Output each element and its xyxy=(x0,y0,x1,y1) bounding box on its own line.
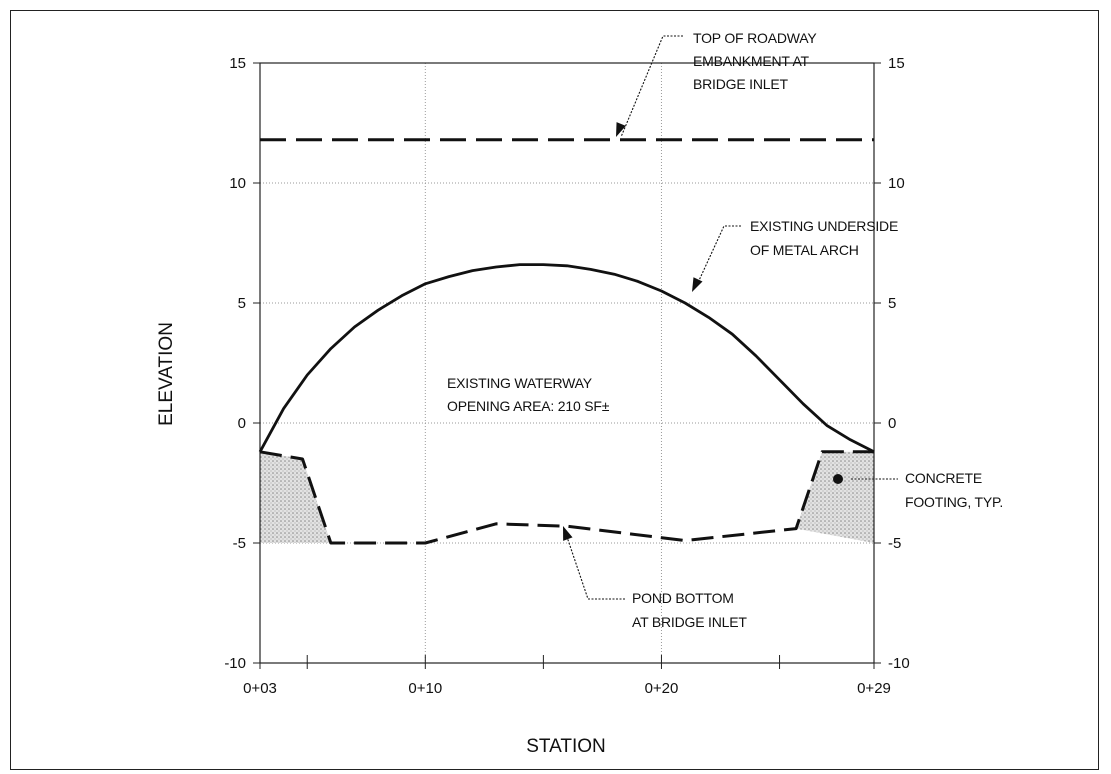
y-tick-label-right: 0 xyxy=(888,415,896,432)
y-tick-label-right: 15 xyxy=(888,55,905,72)
shaded-footing_left xyxy=(260,451,331,543)
annotation-line: EXISTING WATERWAY xyxy=(447,375,593,391)
y-tick-label-right: -5 xyxy=(888,535,901,552)
annotation-line: EXISTING UNDERSIDE xyxy=(750,218,898,234)
leader-roadway xyxy=(620,35,683,138)
series-pond_bottom xyxy=(259,450,874,545)
arrow-pond xyxy=(563,526,573,541)
annotation-arch_label: EXISTING UNDERSIDE OF METAL ARCH xyxy=(750,218,898,258)
y-tick-label-left: 10 xyxy=(229,175,246,192)
x-tick-label: 0+20 xyxy=(645,680,679,697)
arrow-roadway xyxy=(616,122,626,137)
annotation-line: POND BOTTOM xyxy=(632,590,734,606)
x-tick-label: 0+03 xyxy=(243,680,277,697)
y-tick-label-left: -10 xyxy=(224,655,246,672)
annotation-footing_label: CONCRETE FOOTING, TYP. xyxy=(905,470,1003,510)
y-tick-label-left: 5 xyxy=(238,295,246,312)
axis-ticks: 15 15 10 10 5 5 0 0 -5 -5 -10 -10 0+03 0+10 0+20 0+29 xyxy=(224,55,909,697)
y-tick-label-right: -10 xyxy=(888,655,910,672)
y-tick-label-left: 15 xyxy=(229,55,246,72)
footing-fills xyxy=(260,451,874,543)
annotation-roadway_label: TOP OF ROADWAY EMBANKMENT AT BRIDGE INLET xyxy=(693,30,817,92)
y-tick-label-right: 5 xyxy=(888,295,896,312)
plot-area-border xyxy=(259,62,875,664)
annotation-line: OPENING AREA: 210 SF± xyxy=(447,398,610,414)
annotation-line: BRIDGE INLET xyxy=(693,76,788,92)
footing-dot xyxy=(833,474,843,484)
y-tick-label-left: -5 xyxy=(233,535,246,552)
annotations: TOP OF ROADWAY EMBANKMENT AT BRIDGE INLET E… xyxy=(447,30,1003,630)
grid xyxy=(260,63,874,663)
y-axis-title: ELEVATION xyxy=(156,322,177,426)
annotation-line: AT BRIDGE INLET xyxy=(632,614,747,630)
leader-pond xyxy=(565,533,625,600)
series xyxy=(258,138,875,545)
annotation-line: CONCRETE xyxy=(905,470,982,486)
annotation-line: TOP OF ROADWAY xyxy=(693,30,817,46)
annotation-line: EMBANKMENT AT xyxy=(693,53,810,69)
y-tick-label-right: 10 xyxy=(888,175,905,192)
annotation-line: FOOTING, TYP. xyxy=(905,494,1003,510)
annotation-waterway_label: EXISTING WATERWAY OPENING AREA: 210 SF± xyxy=(447,375,610,414)
x-tick-label: 0+10 xyxy=(408,680,442,697)
annotation-pond_label: POND BOTTOM AT BRIDGE INLET xyxy=(632,590,747,630)
annotation-line: OF METAL ARCH xyxy=(750,242,859,258)
y-tick-label-left: 0 xyxy=(238,415,246,432)
series-arch xyxy=(258,263,875,454)
x-axis-title: STATION xyxy=(526,736,606,757)
arrow-arch xyxy=(692,277,703,292)
x-tick-label: 0+29 xyxy=(857,680,891,697)
leaders xyxy=(563,35,898,600)
figure-frame xyxy=(10,10,1099,770)
leader-arch xyxy=(695,225,741,288)
